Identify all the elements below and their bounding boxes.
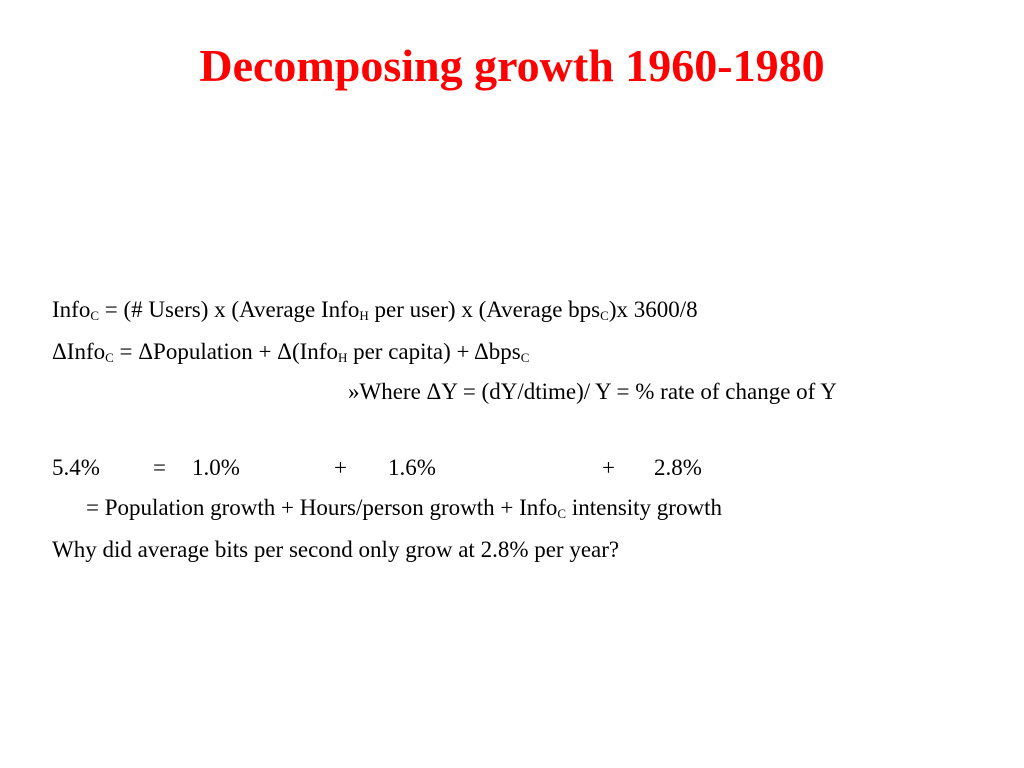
equation-text: )x 3600/8 — [608, 297, 698, 322]
subscript: C — [600, 308, 609, 323]
hours-growth-value: 1.6% — [388, 455, 436, 480]
equation-text: Info — [52, 297, 91, 322]
total-growth-value: 5.4% — [52, 455, 100, 480]
subscript: C — [520, 350, 530, 365]
subscript: H — [337, 350, 348, 365]
equation-text: ΔInfo — [52, 339, 106, 364]
intensity-growth-value: 2.8% — [654, 455, 702, 480]
subscript: C — [90, 308, 99, 323]
equation-text: = (# Users) x (Average Info — [99, 297, 360, 322]
equation-text: = ΔPopulation + Δ(Info — [113, 339, 338, 364]
plus-sign: + — [602, 455, 615, 480]
subscript: C — [105, 350, 114, 365]
question-text: Why did average bits per second only gro… — [52, 537, 620, 562]
info-equation-line: InfoC = (# Users) x (Average InfoH per u… — [52, 296, 698, 324]
values-row: 5.4% = 1.0% + 1.6% + 2.8% — [52, 454, 752, 482]
delta-equation-line: ΔInfoC = ΔPopulation + Δ(InfoH per capit… — [52, 338, 529, 366]
equals-sign: = — [153, 455, 166, 480]
subscript: C — [557, 506, 567, 521]
labels-row: = Population growth + Hours/person growt… — [86, 494, 722, 522]
subscript: H — [359, 308, 369, 323]
where-note: »Where ΔY = (dY/dtime)/ Y = % rate of ch… — [348, 379, 837, 404]
equation-text: per capita) + Δbps — [347, 339, 521, 364]
population-growth-value: 1.0% — [192, 455, 240, 480]
labels-text: = Population growth + Hours/person growt… — [86, 495, 558, 520]
equation-text: per user) x (Average bps — [368, 297, 601, 322]
slide-title: Decomposing growth 1960-1980 — [199, 40, 825, 91]
plus-sign: + — [334, 455, 347, 480]
labels-text: intensity growth — [566, 495, 722, 520]
